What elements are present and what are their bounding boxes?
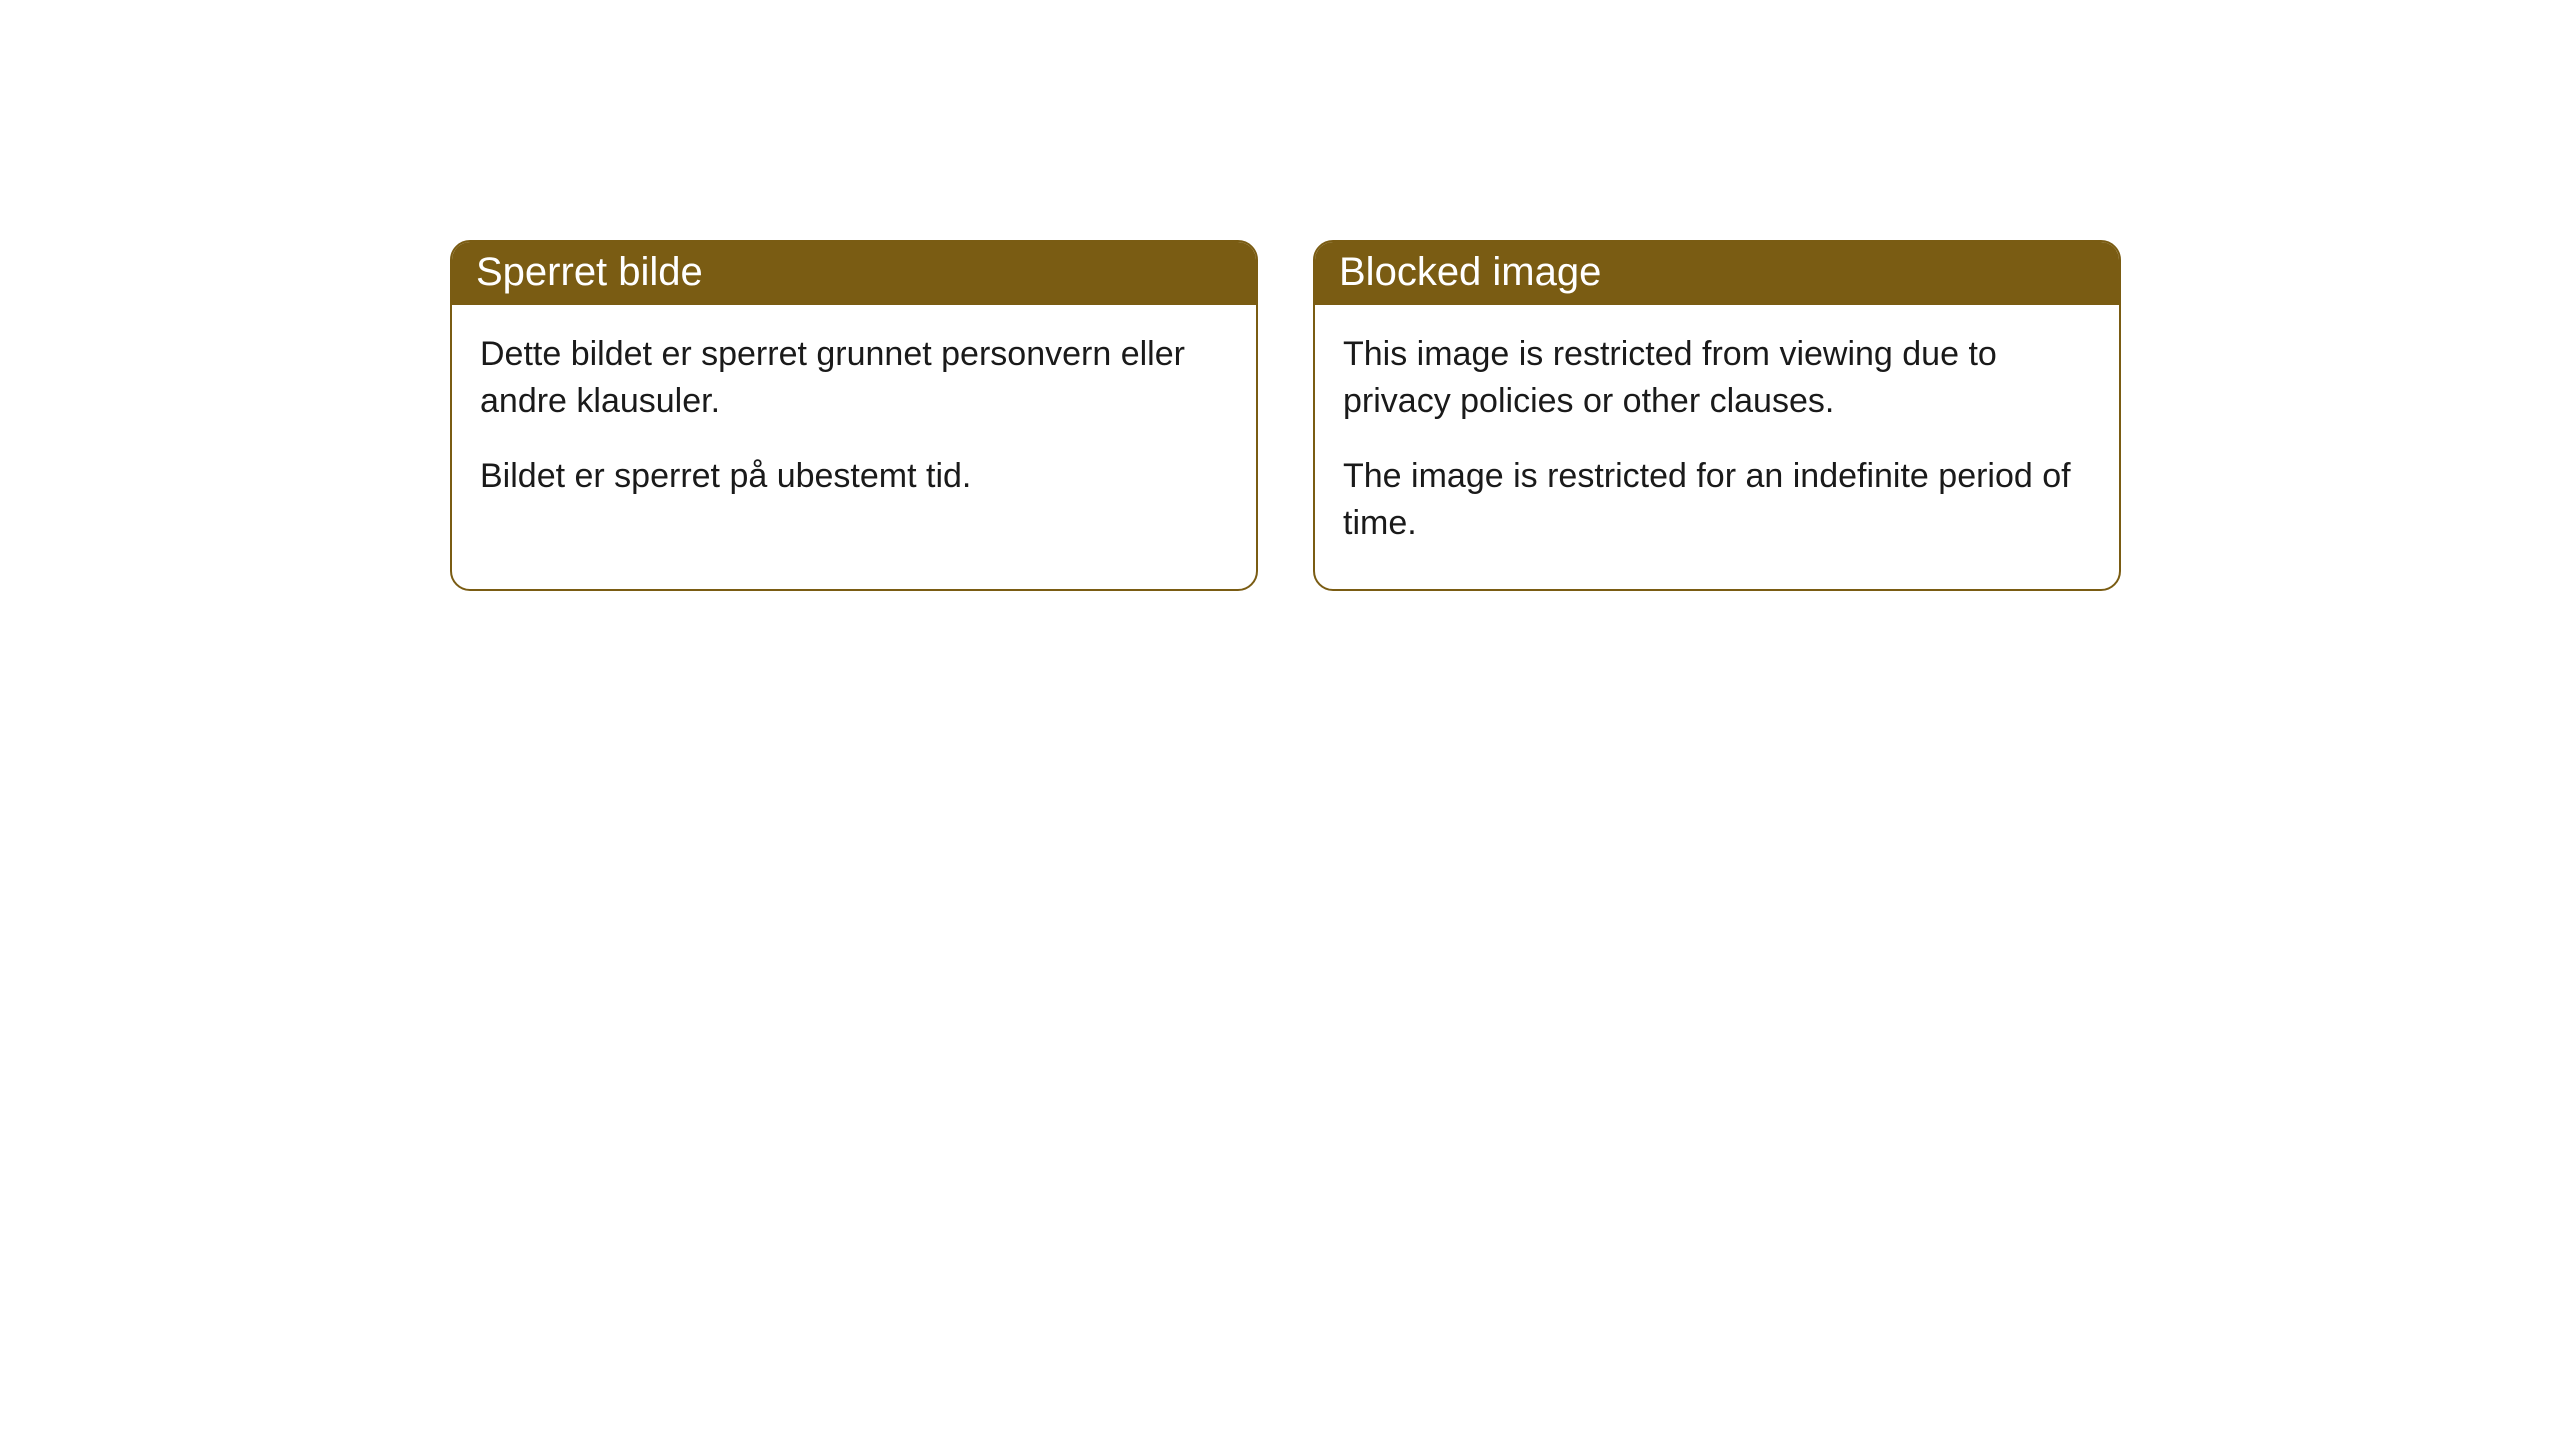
card-body: Dette bildet er sperret grunnet personve… (452, 305, 1256, 542)
card-title: Blocked image (1339, 250, 1601, 294)
card-paragraph: Bildet er sperret på ubestemt tid. (480, 453, 1228, 500)
card-body: This image is restricted from viewing du… (1315, 305, 2119, 589)
card-paragraph: Dette bildet er sperret grunnet personve… (480, 331, 1228, 425)
card-header: Blocked image (1315, 242, 2119, 305)
notice-card-english: Blocked image This image is restricted f… (1313, 240, 2121, 591)
card-paragraph: This image is restricted from viewing du… (1343, 331, 2091, 425)
card-paragraph: The image is restricted for an indefinit… (1343, 453, 2091, 547)
notice-cards-container: Sperret bilde Dette bildet er sperret gr… (0, 0, 2560, 591)
card-header: Sperret bilde (452, 242, 1256, 305)
card-title: Sperret bilde (476, 250, 703, 294)
notice-card-norwegian: Sperret bilde Dette bildet er sperret gr… (450, 240, 1258, 591)
